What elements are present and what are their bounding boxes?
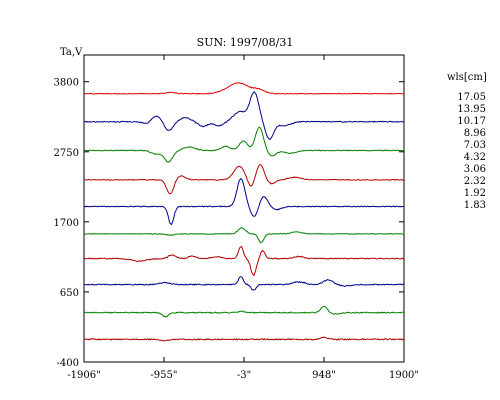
legend-item: 8.96 [464,128,486,139]
plot-frame [83,54,405,363]
y-tick-label: 3800 [54,78,79,89]
x-axis: -1906" -955" -3" 948" 1900" [67,55,419,381]
y-tick-label: -400 [57,358,79,369]
legend-item: 2.32 [464,176,486,187]
legend-title: wls[cm] [447,72,487,83]
y-axis-label: Ta,V [60,47,83,58]
legend-item: 7.03 [464,140,486,151]
series-line [83,227,405,244]
x-tick-label: -3" [237,370,251,381]
series-line [83,91,405,141]
legend-item: 4.32 [464,152,486,163]
x-tick-label: 1900" [389,370,419,381]
legend: 17.0513.9510.178.967.034.323.062.321.921… [457,92,486,211]
series-line [84,336,405,342]
series-line [83,82,405,95]
legend-item: 3.06 [464,164,486,175]
series-lines [83,82,405,342]
y-tick-label: 2750 [54,148,79,159]
series-line [83,164,405,195]
legend-item: 17.05 [457,92,486,103]
legend-item: 13.95 [457,104,486,115]
legend-item: 10.17 [457,116,486,127]
x-tick-label: 948" [312,370,336,381]
legend-item: 1.92 [464,188,486,199]
y-axis: 3800 2750 1700 650 -400 [54,78,404,369]
legend-item: 1.83 [464,200,486,211]
y-tick-label: 650 [60,288,79,299]
x-tick-label: -1906" [67,370,100,381]
series-line [83,305,404,318]
series-line [83,276,405,291]
y-tick-label: 1700 [54,218,79,229]
series-line [83,177,404,226]
series-line [83,245,405,276]
x-tick-label: -955" [150,370,177,381]
series-line [83,126,405,163]
chart-title: SUN: 1997/08/31 [197,36,294,49]
